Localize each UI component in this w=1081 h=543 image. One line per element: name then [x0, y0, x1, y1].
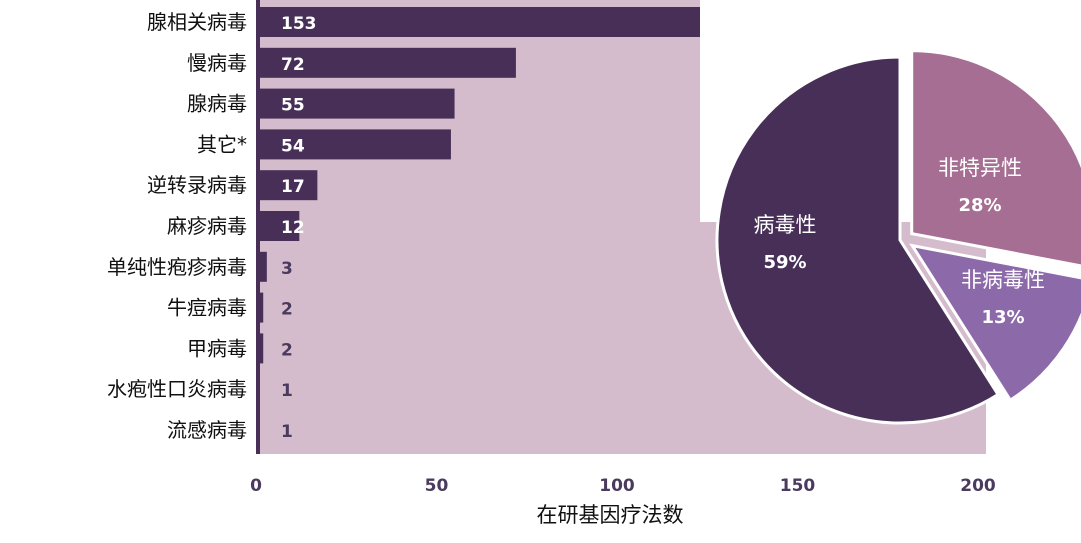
pie-chart: 非特异性 28% 非病毒性 13% 病毒性 59% — [715, 49, 1081, 425]
x-tick-label: 50 — [425, 476, 449, 496]
category-label: 单纯性疱疹病毒 — [107, 255, 247, 279]
x-tick-labels: 0 50 100 150 200 — [250, 476, 996, 496]
x-tick-label: 0 — [250, 476, 262, 496]
x-tick-label: 150 — [780, 476, 816, 496]
category-label: 牛痘病毒 — [167, 296, 247, 320]
category-label: 慢病毒 — [187, 51, 247, 75]
category-label: 甲病毒 — [187, 336, 247, 360]
pie-slice-label: 非病毒性 — [961, 268, 1045, 292]
value-label: 55 — [281, 96, 305, 116]
category-label: 腺病毒 — [187, 92, 247, 116]
x-tick-label: 200 — [960, 476, 996, 496]
category-label: 逆转录病毒 — [147, 173, 247, 197]
value-label: 54 — [281, 136, 305, 156]
x-tick-label: 100 — [599, 476, 635, 496]
pie-slice-percent: 13% — [981, 307, 1024, 328]
value-label: 2 — [281, 300, 293, 320]
pie-slice-label: 非特异性 — [938, 156, 1022, 180]
axis-baseline — [256, 0, 260, 454]
x-axis-title: 在研基因疗法数 — [537, 503, 684, 527]
value-label: 72 — [281, 55, 305, 75]
value-label: 1 — [281, 381, 293, 401]
bar — [256, 251, 267, 282]
bar — [256, 88, 455, 119]
pie-slice — [909, 243, 1081, 403]
pie-slice-percent: 59% — [763, 252, 806, 273]
value-labels: 153 72 55 54 17 12 3 2 2 1 1 — [281, 14, 317, 442]
value-label: 153 — [281, 14, 317, 34]
value-label: 1 — [281, 422, 293, 442]
value-label: 3 — [281, 259, 293, 279]
category-label: 流感病毒 — [167, 418, 247, 442]
category-label: 水疱性口炎病毒 — [107, 377, 247, 401]
category-label: 腺相关病毒 — [147, 10, 247, 34]
bar — [256, 211, 300, 241]
pie-slice-percent: 28% — [958, 195, 1001, 216]
pie-slice — [715, 55, 1001, 425]
value-label: 17 — [281, 177, 305, 197]
category-label: 麻疹病毒 — [167, 214, 247, 238]
bar — [256, 47, 516, 78]
bar — [256, 129, 451, 160]
pie-slice-label: 病毒性 — [754, 213, 817, 237]
pie-slice — [910, 49, 1081, 268]
value-label: 2 — [281, 340, 293, 360]
bar — [256, 170, 318, 201]
value-label: 12 — [281, 218, 305, 238]
category-label: 其它* — [197, 132, 247, 156]
